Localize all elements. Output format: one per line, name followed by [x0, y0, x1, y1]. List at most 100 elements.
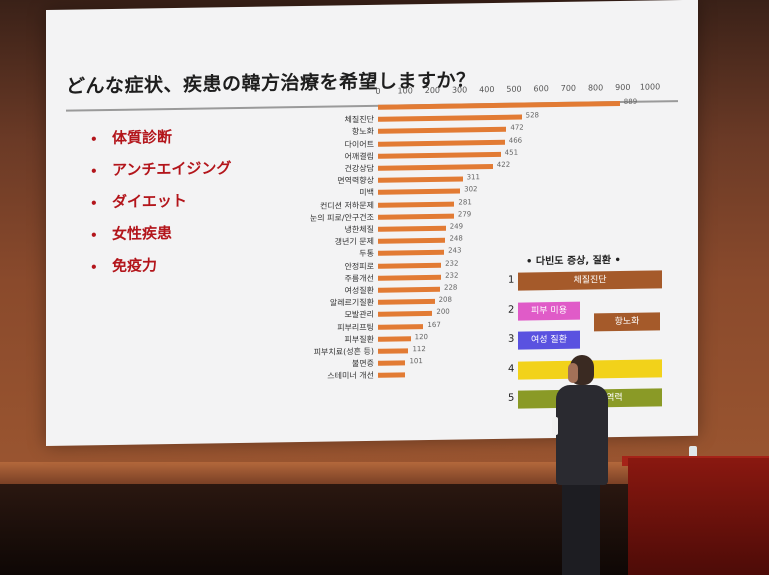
category-label: 스테미너 개선 — [327, 371, 374, 381]
category-label: 피부질환 — [344, 334, 374, 345]
legend-box-skin-care: 피부 미용 — [518, 301, 580, 321]
data-label: 281 — [458, 197, 472, 207]
legend-box-constitution: 체질진단 — [518, 270, 662, 291]
presenter-jacket — [556, 385, 608, 485]
bar — [378, 100, 620, 110]
data-label: 228 — [444, 283, 458, 292]
category-label: 냉한체질 — [344, 224, 374, 235]
bullet-label: ダイエット — [112, 191, 187, 211]
data-label: 243 — [448, 246, 462, 256]
bar — [378, 250, 445, 257]
bar — [378, 225, 446, 232]
presenter-legs — [562, 483, 600, 575]
bar — [378, 372, 406, 379]
data-label: 279 — [457, 210, 472, 219]
x-tick-label: 1000 — [639, 82, 661, 92]
category-label: 두통 — [359, 249, 374, 259]
bullet-dot-icon: • — [90, 228, 98, 243]
bar — [378, 299, 435, 305]
bar — [378, 176, 463, 183]
water-bottle — [689, 446, 697, 460]
x-tick-label: 400 — [479, 84, 495, 95]
bar — [378, 274, 442, 281]
data-label: 120 — [414, 332, 428, 342]
category-label: 불면증 — [351, 359, 374, 369]
x-tick-label: 500 — [506, 84, 522, 94]
category-label: 알레르기질환 — [329, 298, 374, 308]
data-label: 208 — [438, 295, 452, 305]
bar — [378, 127, 507, 135]
bar — [378, 311, 433, 318]
bullet-label: アンチエイジング — [112, 159, 232, 179]
category-label: 컨디션 저하문제 — [319, 200, 374, 211]
bar — [378, 188, 461, 196]
data-label: 466 — [508, 136, 523, 145]
data-label: 248 — [449, 234, 463, 243]
data-label: 302 — [464, 185, 478, 194]
x-tick-label: 700 — [560, 83, 577, 93]
bar — [378, 151, 501, 159]
legend-number: 5 — [508, 392, 515, 404]
data-label: 451 — [504, 148, 519, 157]
category-label: 갱년기 문제 — [334, 237, 374, 247]
category-label: 피부치료(성흔 등) — [313, 346, 374, 357]
legend-title: • 다빈도 증상, 질환 • — [526, 254, 621, 268]
category-label: 여성질환 — [344, 285, 374, 296]
data-label: 249 — [449, 222, 464, 231]
category-label: 건강상담 — [344, 163, 374, 174]
category-label: 다이어트 — [344, 139, 374, 149]
category-label: 모발관리 — [344, 310, 374, 320]
data-label: 200 — [436, 308, 450, 317]
bar-chart: 0 100 200 300 400 500 600 700 800 900 1000 889 체질진단 5… — [276, 82, 666, 388]
bar — [378, 336, 411, 342]
bullet-label: 体質診断 — [112, 128, 173, 147]
bar — [378, 348, 409, 354]
bar — [378, 201, 455, 208]
legend-box-womens-disease: 여성 질환 — [518, 330, 580, 350]
x-tick-label: 100 — [397, 86, 413, 96]
bullet-label: 免疫力 — [112, 256, 158, 275]
data-label: 422 — [496, 160, 511, 169]
category-label: 어깨결림 — [344, 151, 374, 162]
data-label: 112 — [412, 345, 426, 354]
legend-number: 1 — [508, 274, 515, 286]
bar — [378, 323, 424, 330]
category-label: 주름개선 — [344, 273, 374, 284]
bullet-dot-icon: • — [90, 164, 98, 179]
x-tick-label: 800 — [587, 83, 604, 93]
bar — [378, 114, 522, 122]
category-label: 미백 — [359, 188, 374, 198]
data-label: 232 — [445, 259, 459, 268]
legend-box-anti-aging: 항노화 — [594, 312, 660, 332]
data-label: 472 — [510, 123, 524, 133]
legend-number: 3 — [508, 333, 515, 345]
x-tick-label: 0 — [375, 86, 381, 96]
bar — [378, 213, 454, 220]
category-label: 체질진단 — [344, 115, 374, 125]
microphone — [552, 417, 558, 435]
data-label: 167 — [427, 320, 441, 329]
bullet-dot-icon: • — [90, 196, 98, 211]
presenter — [548, 355, 610, 575]
bullet-dot-icon: • — [90, 260, 98, 275]
bar — [378, 237, 446, 244]
x-tick-label: 900 — [615, 82, 631, 93]
x-tick-label: 200 — [424, 85, 441, 96]
data-label: 101 — [409, 357, 423, 366]
category-label: 면역력향상 — [337, 176, 374, 186]
bar — [378, 262, 442, 269]
bullet-label: 女性疾患 — [112, 224, 173, 243]
bar — [378, 360, 406, 366]
category-label: 항노화 — [351, 127, 374, 137]
legend-number: 4 — [508, 363, 515, 375]
category-label: 피부리프팅 — [337, 322, 374, 333]
bar — [378, 139, 505, 147]
x-tick-label: 300 — [451, 85, 468, 95]
category-label: 눈의 피로/안구건조 — [309, 212, 374, 223]
data-label: 889 — [623, 97, 638, 106]
data-label: 232 — [445, 271, 459, 280]
category-label: 안정피로 — [344, 261, 374, 271]
data-label: 528 — [525, 111, 539, 120]
data-label: 311 — [466, 173, 480, 182]
legend-number: 2 — [508, 304, 515, 316]
